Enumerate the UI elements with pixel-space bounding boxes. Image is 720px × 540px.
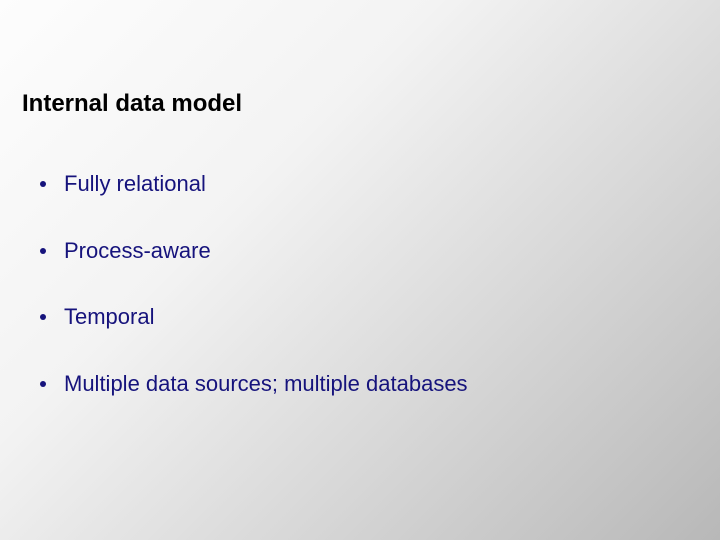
bullet-icon (40, 248, 46, 254)
slide: Internal data model Fully relational Pro… (0, 0, 720, 540)
bullet-text: Fully relational (64, 170, 206, 199)
bullet-text: Multiple data sources; multiple database… (64, 370, 468, 399)
bullet-icon (40, 181, 46, 187)
list-item: Fully relational (40, 170, 680, 199)
list-item: Multiple data sources; multiple database… (40, 370, 680, 399)
slide-title: Internal data model (22, 90, 242, 118)
bullet-text: Temporal (64, 303, 154, 332)
bullet-icon (40, 314, 46, 320)
bullet-text: Process-aware (64, 237, 211, 266)
bullet-icon (40, 381, 46, 387)
list-item: Temporal (40, 303, 680, 332)
list-item: Process-aware (40, 237, 680, 266)
bullet-list: Fully relational Process-aware Temporal … (40, 170, 680, 436)
